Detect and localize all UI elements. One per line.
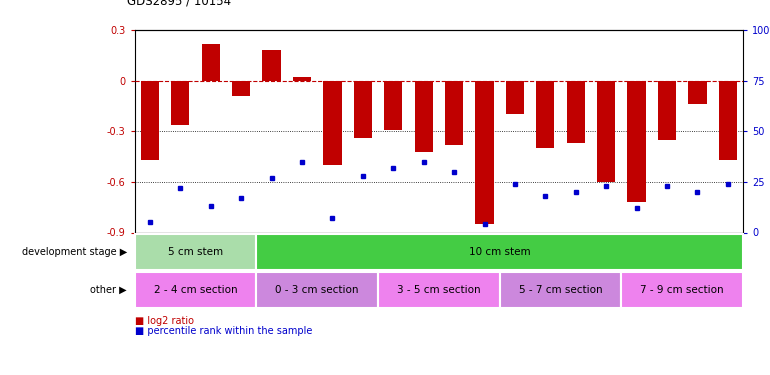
Bar bbox=[718, 81, 737, 160]
Text: ■ log2 ratio: ■ log2 ratio bbox=[135, 316, 194, 326]
Text: 3 - 5 cm section: 3 - 5 cm section bbox=[397, 285, 480, 295]
Bar bbox=[688, 81, 707, 104]
Bar bbox=[445, 81, 464, 145]
Bar bbox=[597, 81, 615, 182]
Bar bbox=[658, 81, 676, 140]
Bar bbox=[414, 81, 433, 152]
Bar bbox=[475, 81, 494, 224]
Bar bbox=[293, 77, 311, 81]
Bar bbox=[141, 81, 159, 160]
Text: development stage ▶: development stage ▶ bbox=[22, 247, 127, 257]
Bar bbox=[506, 81, 524, 114]
Text: 5 cm stem: 5 cm stem bbox=[168, 247, 223, 257]
Bar bbox=[232, 81, 250, 96]
Bar bbox=[384, 81, 403, 130]
Bar bbox=[171, 81, 189, 124]
Bar bbox=[323, 81, 342, 165]
Bar bbox=[353, 81, 372, 138]
Text: 5 - 7 cm section: 5 - 7 cm section bbox=[519, 285, 602, 295]
Bar bbox=[567, 81, 585, 143]
Text: 10 cm stem: 10 cm stem bbox=[469, 247, 531, 257]
Text: GDS2895 / 10154: GDS2895 / 10154 bbox=[127, 0, 231, 8]
Bar bbox=[536, 81, 554, 148]
Bar bbox=[202, 44, 220, 81]
Text: 2 - 4 cm section: 2 - 4 cm section bbox=[154, 285, 237, 295]
Text: 7 - 9 cm section: 7 - 9 cm section bbox=[641, 285, 724, 295]
Text: 0 - 3 cm section: 0 - 3 cm section bbox=[276, 285, 359, 295]
Text: ■ percentile rank within the sample: ■ percentile rank within the sample bbox=[135, 326, 312, 336]
Bar bbox=[628, 81, 646, 202]
Text: other ▶: other ▶ bbox=[90, 285, 127, 295]
Bar bbox=[263, 50, 281, 81]
